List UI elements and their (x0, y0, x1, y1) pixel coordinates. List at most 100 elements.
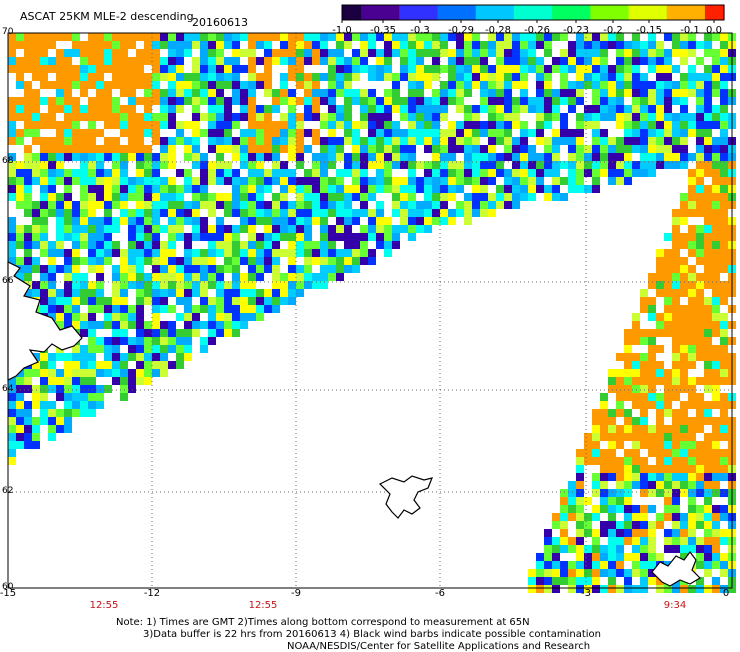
data-cell (696, 553, 704, 561)
data-cell (40, 113, 48, 121)
data-cell (120, 169, 128, 177)
data-cell (224, 113, 232, 121)
data-cell (232, 89, 240, 97)
data-cell (272, 177, 280, 185)
data-cell (600, 49, 608, 57)
data-cell (624, 529, 632, 537)
colorbar-segment (342, 5, 349, 20)
data-cell (680, 97, 688, 105)
data-cell (680, 129, 688, 137)
data-cell (632, 97, 640, 105)
data-cell (696, 577, 704, 585)
data-cell (440, 201, 448, 209)
data-cell (704, 465, 712, 473)
data-cell (88, 65, 96, 73)
data-cell (16, 265, 24, 273)
data-cell (64, 225, 72, 233)
data-cell (368, 65, 376, 73)
data-cell (664, 137, 672, 145)
longitude-label: 0 (722, 588, 730, 599)
data-cell (696, 489, 704, 497)
data-cell (424, 41, 432, 49)
colorbar-segment (634, 5, 642, 20)
data-cell (632, 329, 640, 337)
data-cell (592, 537, 600, 545)
data-cell (648, 305, 656, 313)
data-cell (256, 153, 264, 161)
data-cell (664, 153, 672, 161)
data-cell (216, 49, 224, 57)
data-cell (688, 289, 696, 297)
data-cell (704, 545, 712, 553)
data-cell (120, 121, 128, 129)
data-cell (696, 313, 704, 321)
data-cell (648, 537, 656, 545)
data-cell (328, 233, 336, 241)
data-cell (40, 41, 48, 49)
data-cell (152, 209, 160, 217)
data-cell (576, 577, 584, 585)
data-cell (120, 393, 128, 401)
data-cell (608, 505, 616, 513)
data-cell (664, 385, 672, 393)
data-cell (528, 97, 536, 105)
data-cell (104, 81, 112, 89)
data-cell (504, 49, 512, 57)
data-cell (672, 417, 680, 425)
data-cell (296, 113, 304, 121)
data-cell (168, 185, 176, 193)
data-cell (704, 81, 712, 89)
data-cell (280, 297, 288, 305)
data-cell (704, 505, 712, 513)
data-cell (120, 89, 128, 97)
data-cell (296, 33, 304, 41)
data-cell (592, 41, 600, 49)
data-cell (216, 113, 224, 121)
data-cell (248, 153, 256, 161)
data-cell (328, 225, 336, 233)
data-cell (704, 521, 712, 529)
data-cell (592, 81, 600, 89)
data-cell (656, 425, 664, 433)
data-cell (640, 425, 648, 433)
data-cell (376, 97, 384, 105)
data-cell (144, 177, 152, 185)
data-cell (352, 73, 360, 81)
data-cell (344, 241, 352, 249)
data-cell (32, 289, 40, 297)
data-cell (592, 105, 600, 113)
data-cell (296, 121, 304, 129)
data-cell (360, 177, 368, 185)
data-cell (360, 249, 368, 257)
data-cell (136, 241, 144, 249)
data-cell (40, 401, 48, 409)
data-cell (456, 185, 464, 193)
data-cell (392, 193, 400, 201)
data-cell (408, 65, 416, 73)
data-cell (120, 41, 128, 49)
data-cell (616, 529, 624, 537)
data-cell (208, 297, 216, 305)
data-cell (664, 409, 672, 417)
data-cell (688, 201, 696, 209)
data-cell (96, 105, 104, 113)
data-cell (648, 81, 656, 89)
data-cell (216, 33, 224, 41)
data-cell (312, 241, 320, 249)
data-cell (24, 57, 32, 65)
data-cell (160, 153, 168, 161)
data-cell (440, 169, 448, 177)
data-cell (344, 33, 352, 41)
data-cell (576, 81, 584, 89)
data-cell (232, 81, 240, 89)
data-cell (400, 161, 408, 169)
data-cell (456, 33, 464, 41)
data-cell (344, 185, 352, 193)
data-cell (48, 169, 56, 177)
data-cell (120, 281, 128, 289)
data-cell (312, 49, 320, 57)
data-cell (88, 377, 96, 385)
data-cell (712, 393, 720, 401)
data-cell (656, 113, 664, 121)
data-cell (720, 233, 728, 241)
